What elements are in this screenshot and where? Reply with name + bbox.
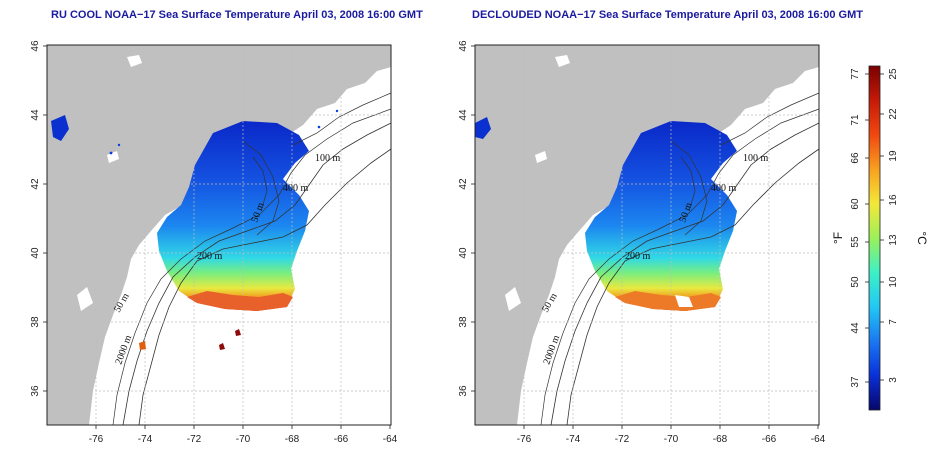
fahrenheit-tick: 71 (850, 114, 861, 126)
contour-label-200m: 200 m (197, 251, 223, 262)
celsius-tick: 3 (888, 377, 899, 383)
right-x-tick: -72 (615, 434, 630, 445)
celsius-tick: 25 (888, 68, 899, 80)
right-y-tick: 42 (458, 178, 469, 190)
left-x-tick: -72 (187, 434, 202, 445)
fahrenheit-tick: 55 (850, 236, 861, 248)
right-x-tick: -68 (713, 434, 728, 445)
left-map-title: RU COOL NOAA−17 Sea Surface Temperature … (51, 9, 423, 21)
right-x-tick: -70 (664, 434, 679, 445)
fahrenheit-tick: 37 (850, 376, 861, 388)
left-y-tick: 44 (30, 109, 41, 121)
left-y-tick: 36 (30, 385, 41, 397)
left-x-tick: -66 (334, 434, 349, 445)
contour-label-200m: 200 m (625, 251, 651, 262)
fahrenheit-unit-label: °F (831, 232, 845, 244)
contour-label-100m: 100 m (315, 153, 341, 164)
fahrenheit-tick: 50 (850, 276, 861, 288)
right-x-tick: -74 (566, 434, 581, 445)
right-y-tick: 38 (458, 316, 469, 328)
right-y-tick: 44 (458, 109, 469, 121)
right-x-tick: -64 (811, 434, 826, 445)
left-map-frame (46, 44, 392, 426)
colorbar-gradient (868, 65, 881, 411)
temperature-colorbar: 77 71 66 60 55 50 44 37 25 22 19 16 13 1… (831, 65, 929, 411)
right-x-tick: -76 (517, 434, 532, 445)
right-map-title: DECLOUDED NOAA−17 Sea Surface Temperatur… (472, 9, 863, 21)
left-y-tick: 40 (30, 247, 41, 259)
celsius-tick: 22 (888, 108, 899, 120)
left-x-tick: -74 (138, 434, 153, 445)
contour-label-400m: 400 m (711, 183, 737, 194)
celsius-unit-label: °C (915, 231, 929, 245)
fahrenheit-tick: 44 (850, 322, 861, 334)
left-x-tick: -68 (285, 434, 300, 445)
right-x-tick: -66 (762, 434, 777, 445)
right-map-frame (474, 44, 820, 426)
celsius-tick: 7 (888, 319, 899, 325)
contour-label-400m: 400 m (283, 183, 309, 194)
celsius-tick: 10 (888, 276, 899, 288)
left-x-tick: -64 (383, 434, 398, 445)
left-x-tick: -70 (236, 434, 251, 445)
right-y-tick: 36 (458, 385, 469, 397)
left-y-tick: 46 (30, 40, 41, 52)
celsius-tick: 13 (888, 234, 899, 246)
contour-label-100m: 100 m (743, 153, 769, 164)
fahrenheit-tick: 60 (850, 198, 861, 210)
left-y-tick: 38 (30, 316, 41, 328)
left-x-tick: -76 (89, 434, 104, 445)
celsius-tick: 19 (888, 150, 899, 162)
right-map-panel: 100 m 400 m 50 m 200 m 50 m 2000 m (474, 44, 820, 426)
fahrenheit-tick: 66 (850, 152, 861, 164)
right-y-tick: 40 (458, 247, 469, 259)
fahrenheit-tick: 77 (850, 68, 861, 80)
celsius-tick: 16 (888, 194, 899, 206)
left-y-tick: 42 (30, 178, 41, 190)
right-y-tick: 46 (458, 40, 469, 52)
left-map-panel: 100 m 400 m 50 m 200 m 50 m 2000 m (46, 44, 392, 426)
